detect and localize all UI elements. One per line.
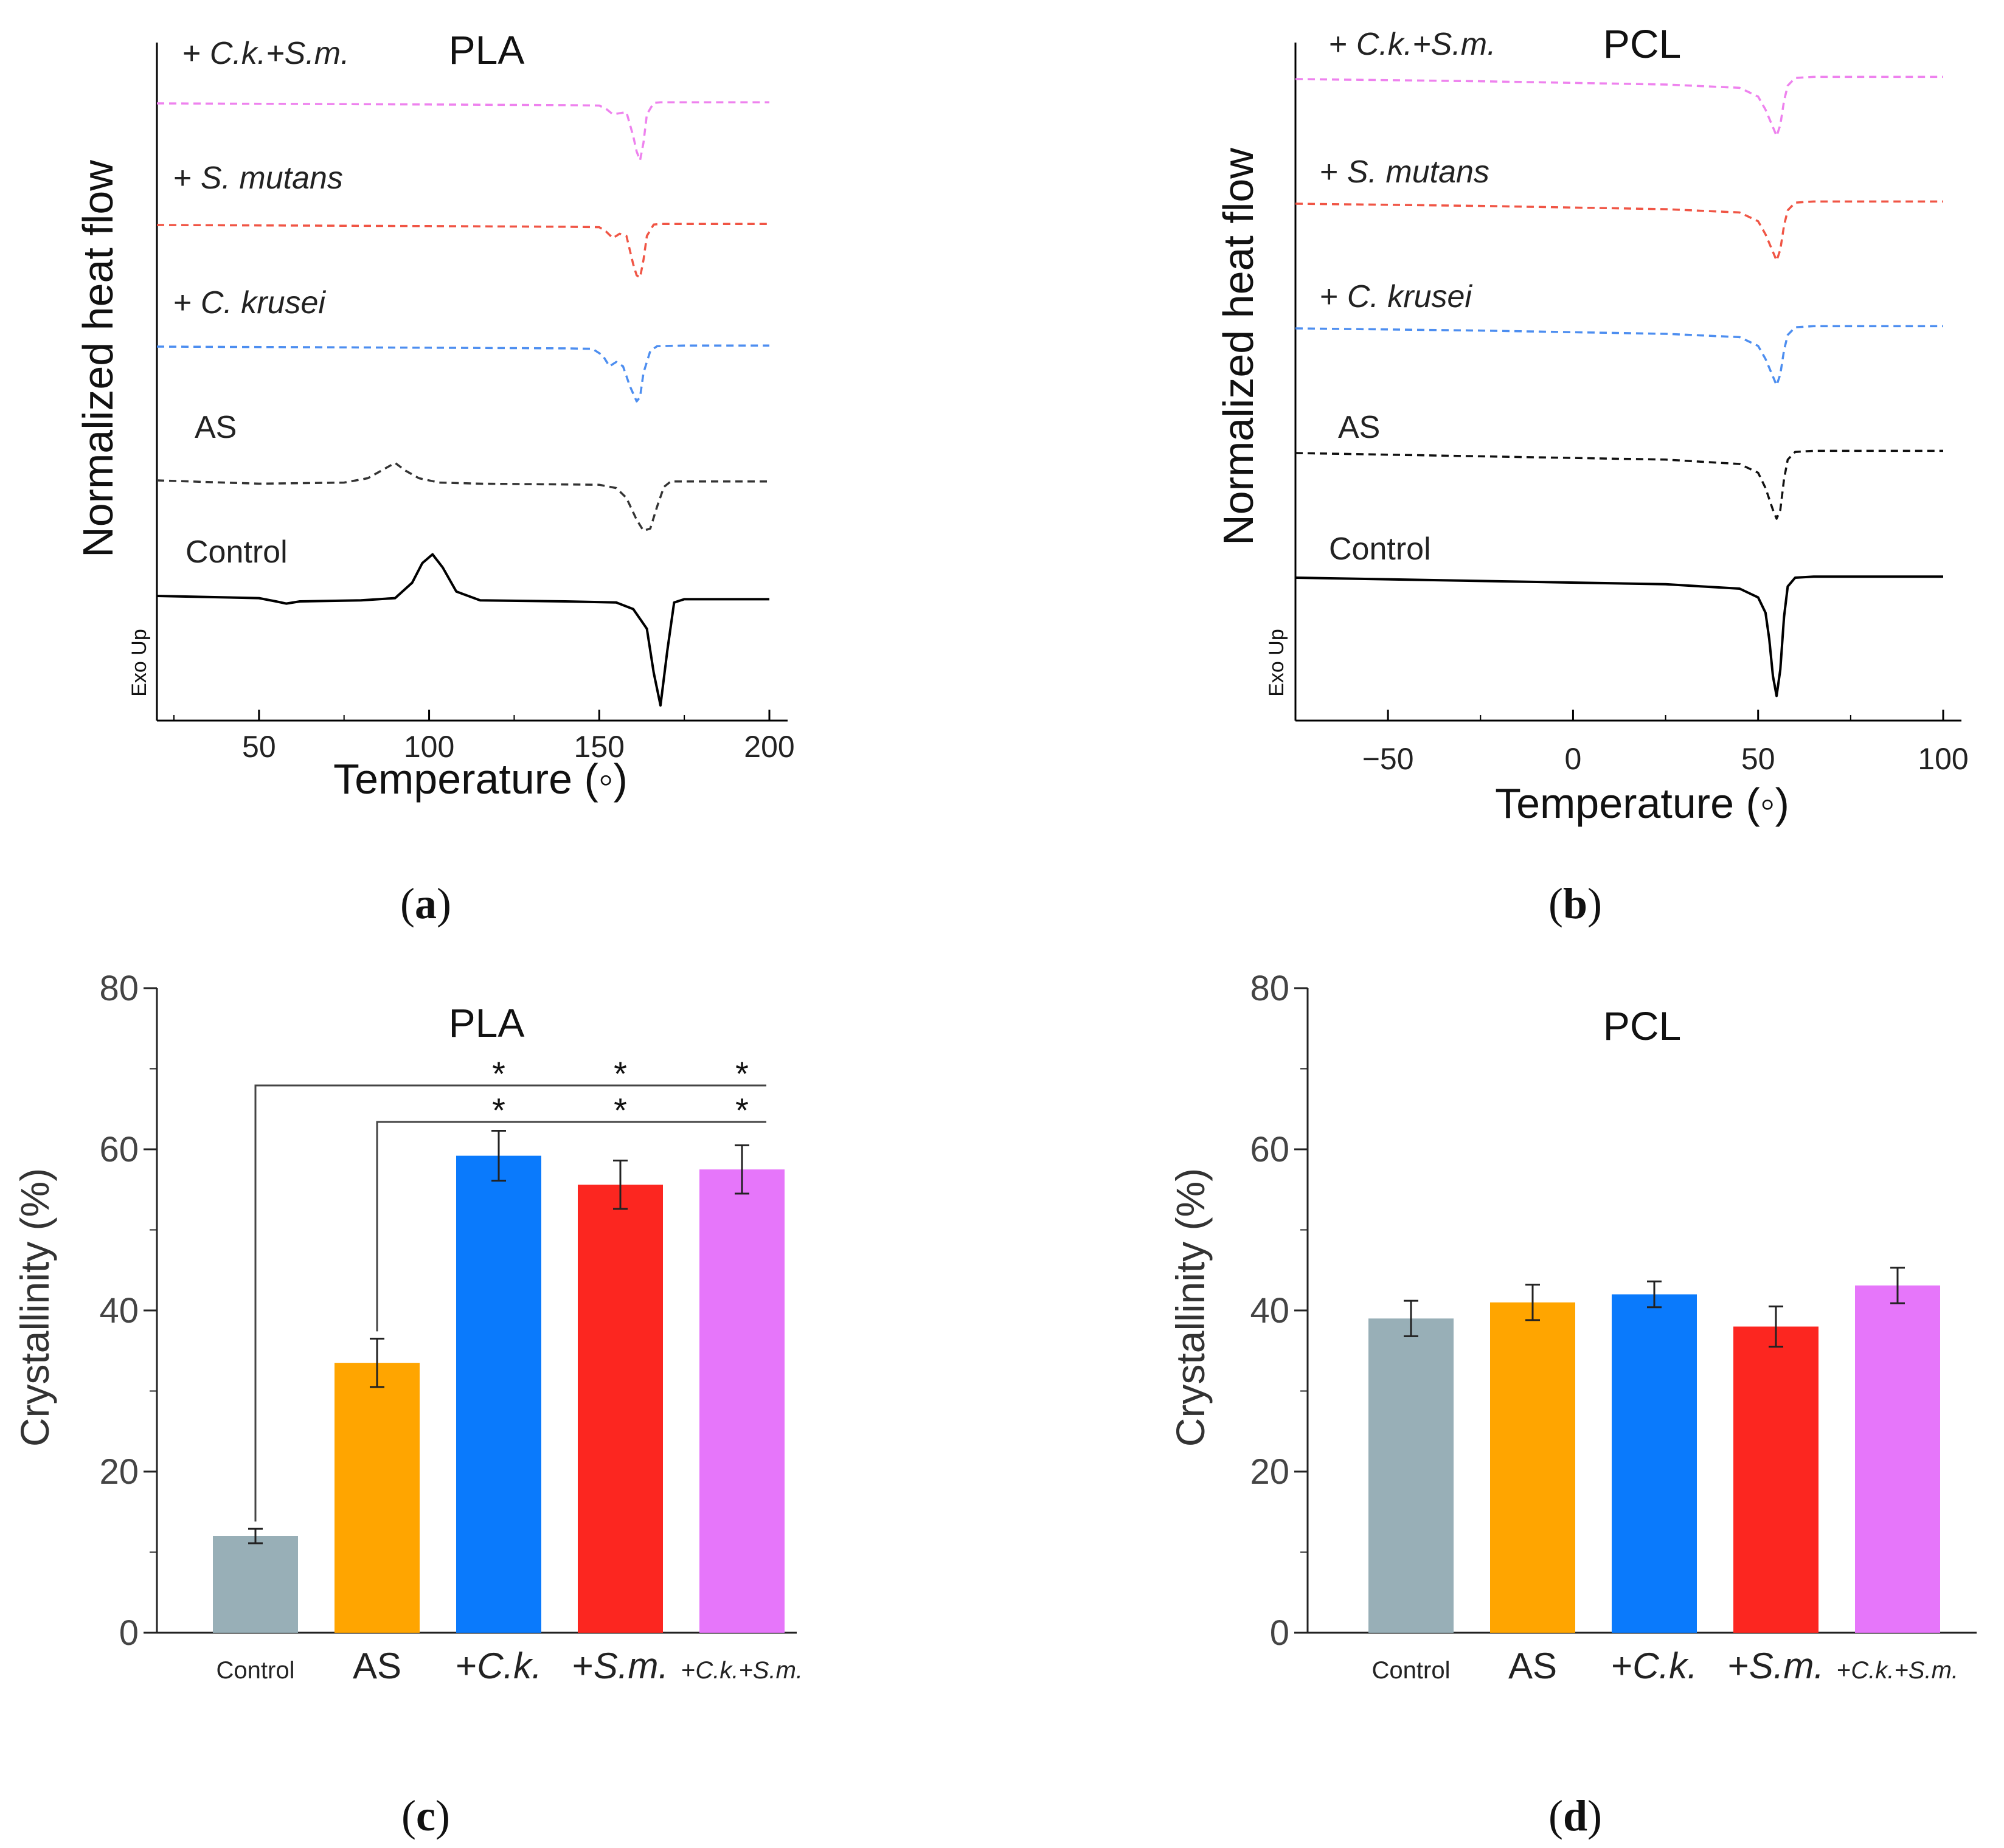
category-label: +C.k.: [456, 1646, 542, 1686]
x-axis-label: Temperature (◦): [1495, 780, 1789, 827]
y-tick-label: 80: [1250, 969, 1289, 1008]
panel-label-a: (a): [400, 879, 451, 928]
series-line-control: [1295, 575, 1943, 697]
panel-letter: a: [415, 879, 437, 928]
chart-panel-c: 0 20 40 60 80 PLA Crystallinity (%) Control AS +C…: [12, 969, 803, 1686]
panel-label-b: (b): [1548, 879, 1602, 928]
panel-letter: d: [1563, 1791, 1587, 1840]
significance-star: *: [735, 1091, 749, 1129]
y-tick-label: 40: [1250, 1291, 1289, 1331]
panel-label-d: (d): [1548, 1791, 1602, 1840]
panel-label-c: (c): [401, 1791, 450, 1840]
panel-letter: c: [416, 1791, 435, 1840]
chart-title: PLA: [449, 1000, 525, 1045]
bar-s-m: [1733, 1326, 1819, 1633]
chart-panel-a: 50 100 150 200 PLA Temperature (◦) Normalized …: [74, 27, 795, 803]
x-tick-label: 50: [1741, 742, 1775, 776]
significance-star: *: [492, 1091, 505, 1129]
series-label: + C.k.+S.m.: [1329, 27, 1496, 62]
x-tick-label: 100: [404, 730, 454, 764]
x-tick-label: 200: [744, 730, 794, 764]
series-line-c-k-s-m: [1295, 75, 1943, 137]
category-label: AS: [1508, 1646, 1557, 1686]
series-line-c-krusei: [1295, 325, 1943, 387]
y-tick-label: 20: [1250, 1452, 1289, 1492]
category-label: +S.m.: [572, 1646, 668, 1686]
category-label: Control: [1372, 1657, 1451, 1684]
series-label: + C. krusei: [1320, 279, 1472, 314]
significance-star: *: [735, 1054, 749, 1093]
series-line-s-mutans: [156, 223, 769, 279]
series-label: Control: [1329, 531, 1431, 567]
y-axis-label: Crystallinity (%): [1168, 1168, 1213, 1447]
series-label: + C. krusei: [173, 285, 326, 320]
category-label: +C.k.+S.m.: [1837, 1657, 1958, 1684]
y-axis-label: Normalized heat flow: [1215, 148, 1262, 545]
y-tick-label: 20: [99, 1452, 139, 1492]
y-tick-label: 60: [99, 1130, 139, 1169]
series-line-as: [1295, 449, 1943, 520]
y-tick-label: 80: [99, 969, 139, 1008]
bar-c-k: [456, 1155, 541, 1633]
category-label: +C.k.: [1611, 1646, 1697, 1686]
y-axis-label: Normalized heat flow: [74, 160, 122, 558]
x-tick-label: 150: [574, 730, 625, 764]
y-tick-label: 0: [119, 1613, 139, 1653]
series-line-c-k-s-m: [156, 101, 769, 162]
y-tick-label: 40: [99, 1291, 139, 1331]
bar-as: [335, 1363, 420, 1633]
chart-panel-d: 0 20 40 60 80 PCL Crystallinity (%) Control AS +C…: [1168, 969, 1977, 1686]
category-label: +C.k.+S.m.: [681, 1657, 803, 1684]
bar-c-k: [1612, 1294, 1697, 1633]
series-line-as: [156, 462, 769, 532]
category-label: Control: [217, 1657, 295, 1684]
significance-star: *: [492, 1054, 505, 1093]
exo-up-label: Exo Up: [128, 629, 151, 697]
series-line-s-mutans: [1295, 200, 1943, 262]
bar-as: [1490, 1302, 1575, 1633]
y-tick-label: 60: [1250, 1130, 1289, 1169]
bar-control: [1368, 1318, 1454, 1633]
bar-control: [213, 1536, 298, 1633]
category-label: +S.m.: [1728, 1646, 1824, 1686]
series-label: + C.k.+S.m.: [182, 36, 350, 71]
series-label: + S. mutans: [173, 161, 343, 196]
x-tick-label: 100: [1918, 742, 1968, 776]
significance-bracket: [376, 1121, 766, 1332]
x-tick-label: 0: [1565, 742, 1582, 776]
series-line-c-krusei: [156, 344, 769, 403]
significance-star: *: [614, 1054, 627, 1093]
x-tick-label: −50: [1362, 742, 1414, 776]
chart-title: PCL: [1603, 1003, 1681, 1048]
y-axis-label: Crystallinity (%): [12, 1168, 57, 1447]
category-label: AS: [353, 1646, 401, 1686]
bar-c-k-s-m: [1855, 1285, 1940, 1633]
exo-up-label: Exo Up: [1265, 629, 1288, 697]
bar-c-k-s-m: [699, 1169, 785, 1633]
series-label: + S. mutans: [1320, 154, 1489, 190]
x-axis-label: Temperature (◦): [333, 755, 628, 803]
series-label: AS: [195, 410, 237, 445]
significance-star: *: [614, 1091, 627, 1129]
significance-bracket: [254, 1084, 766, 1522]
chart-title: PCL: [1603, 21, 1681, 66]
chart-panel-b: −50 0 50 100 PCL Temperature (◦) Normalized he…: [1215, 21, 1969, 827]
panel-letter: b: [1563, 879, 1587, 928]
y-tick-label: 0: [1270, 1613, 1289, 1653]
bar-s-m: [578, 1185, 663, 1633]
series-label: Control: [185, 535, 288, 570]
x-tick-label: 50: [242, 730, 276, 764]
series-line-control: [156, 553, 769, 707]
chart-title: PLA: [449, 27, 525, 72]
series-label: AS: [1338, 410, 1380, 445]
